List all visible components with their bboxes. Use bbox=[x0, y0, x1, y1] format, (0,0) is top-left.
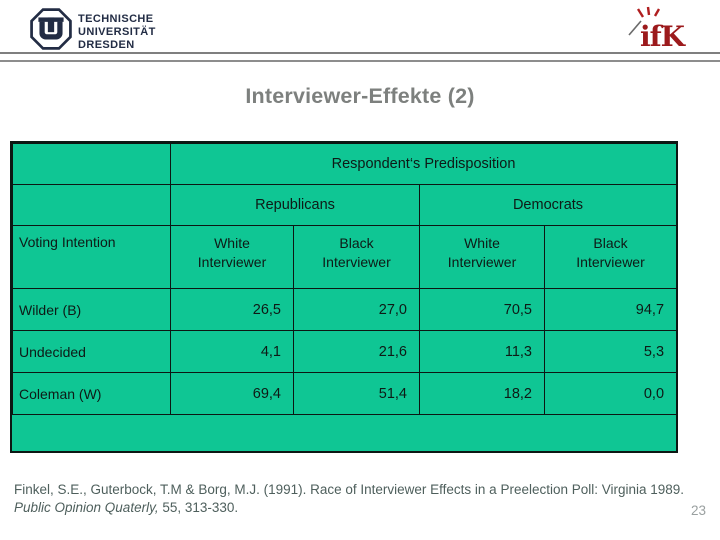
table-cell: 26,5 bbox=[170, 288, 294, 331]
tu-wordmark-line: TECHNISCHE bbox=[78, 13, 154, 25]
header-rule-top bbox=[0, 52, 720, 54]
column-header-voting-intention: Voting Intention bbox=[12, 225, 171, 289]
citation-text: Finkel, S.E., Guterbock, T.M & Borg, M.J… bbox=[14, 482, 685, 497]
empty-cell bbox=[12, 143, 171, 185]
tu-dresden-logo-icon bbox=[30, 8, 72, 55]
table-cell: 51,4 bbox=[293, 372, 420, 415]
row-label: Coleman (W) bbox=[12, 372, 171, 415]
svg-text:ifK: ifK bbox=[640, 20, 687, 51]
column-header-dem-black: Black Interviewer bbox=[543, 225, 678, 289]
header-rule-bottom bbox=[0, 60, 720, 62]
table-cell: 94,7 bbox=[543, 288, 678, 331]
column-header-rep-white: White Interviewer bbox=[170, 225, 294, 289]
group-header-republicans: Republicans bbox=[170, 184, 420, 226]
span-header-cell: Respondent‘s Predisposition bbox=[169, 143, 678, 185]
table-row-wilder: Wilder (B) 26,5 27,0 70,5 94,7 bbox=[12, 288, 678, 331]
table-row-column-headers: Voting Intention White Interviewer Black… bbox=[12, 225, 678, 289]
table-cell: 69,4 bbox=[170, 372, 294, 415]
ifk-logo-icon: ifK bbox=[626, 5, 704, 56]
page-number: 23 bbox=[690, 503, 706, 518]
column-header-rep-black: Black Interviewer bbox=[293, 225, 420, 289]
row-label: Undecided bbox=[12, 330, 171, 373]
citation: Finkel, S.E., Guterbock, T.M & Borg, M.J… bbox=[14, 481, 688, 516]
tu-wordmark-line: DRESDEN bbox=[78, 39, 135, 51]
citation-text: 55, 313-330. bbox=[158, 499, 239, 515]
row-label: Wilder (B) bbox=[12, 288, 171, 331]
table-row-undecided: Undecided 4,1 21,6 11,3 5,3 bbox=[12, 330, 678, 373]
table-row-coleman: Coleman (W) 69,4 51,4 18,2 0,0 bbox=[12, 372, 678, 415]
results-table-container: Respondent‘s Predisposition Republicans … bbox=[10, 141, 678, 453]
empty-cell bbox=[12, 184, 171, 226]
table-row-group-headers: Republicans Democrats bbox=[12, 184, 678, 226]
column-header-dem-white: White Interviewer bbox=[419, 225, 545, 289]
table-cell: 5,3 bbox=[543, 330, 678, 373]
citation-journal-italic: Public Opinion Quaterly, bbox=[14, 499, 159, 515]
group-header-democrats: Democrats bbox=[418, 184, 678, 226]
table-cell: 21,6 bbox=[293, 330, 420, 373]
table-cell: 11,3 bbox=[419, 330, 545, 373]
results-table: Respondent‘s Predisposition Republicans … bbox=[12, 143, 678, 415]
table-cell: 70,5 bbox=[419, 288, 545, 331]
page-title: Interviewer-Effekte (2) bbox=[245, 84, 475, 108]
table-row-span-header: Respondent‘s Predisposition bbox=[12, 143, 678, 185]
tu-wordmark-line: UNIVERSITÄT bbox=[78, 26, 156, 38]
table-cell: 18,2 bbox=[419, 372, 545, 415]
tu-dresden-wordmark: TECHNISCHE UNIVERSITÄT DRESDEN bbox=[78, 13, 156, 52]
table-cell: 0,0 bbox=[543, 372, 678, 415]
table-cell: 27,0 bbox=[293, 288, 420, 331]
table-cell: 4,1 bbox=[170, 330, 294, 373]
